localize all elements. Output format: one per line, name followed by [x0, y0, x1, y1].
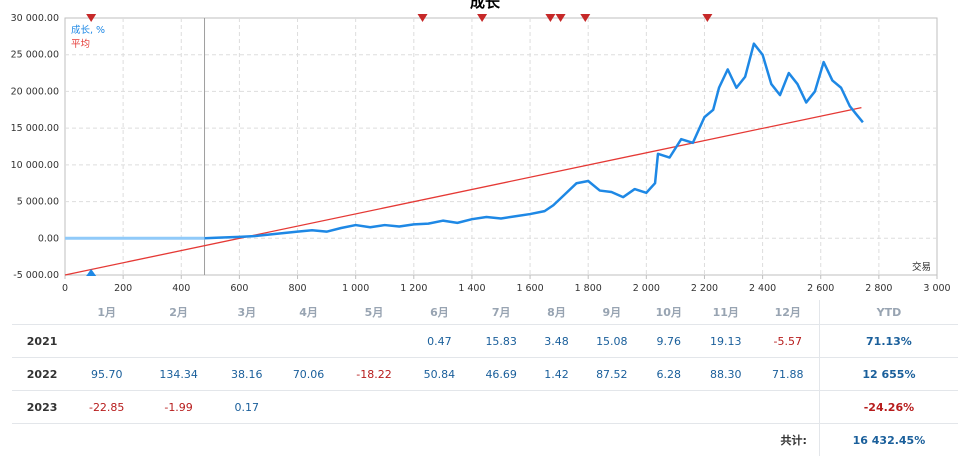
month-value-cell: 46.69 — [470, 358, 532, 391]
x-axis-label: 交易 — [912, 261, 931, 273]
month-value-cell — [581, 391, 643, 424]
month-value-cell — [278, 391, 340, 424]
month-value-cell — [532, 391, 581, 424]
month-header: 9月 — [581, 300, 643, 325]
ytd-header: YTD — [819, 300, 958, 325]
month-value-cell — [216, 325, 278, 358]
month-value-cell: -18.22 — [339, 358, 408, 391]
month-value-cell: -5.57 — [757, 325, 820, 358]
x-tick-label: 2 800 — [865, 283, 892, 294]
month-value-cell: 134.34 — [141, 358, 216, 391]
y-tick-label: 15 000.00 — [11, 123, 59, 134]
month-value-cell: 3.48 — [532, 325, 581, 358]
month-value-cell — [470, 391, 532, 424]
month-header: 3月 — [216, 300, 278, 325]
x-tick-label: 2 000 — [633, 283, 660, 294]
y-tick-label: 25 000.00 — [11, 50, 59, 61]
month-value-cell: 15.83 — [470, 325, 532, 358]
y-tick-label: -5 000.00 — [13, 270, 59, 281]
ytd-cell: -24.26% — [819, 391, 958, 424]
month-header: 1月 — [72, 300, 141, 325]
chart-title: 成长 — [470, 0, 501, 11]
y-tick-label: 30 000.00 — [11, 13, 59, 24]
total-row: 共计:16 432.45% — [12, 424, 958, 456]
month-value-cell: 0.47 — [409, 325, 471, 358]
plot-area — [65, 18, 937, 275]
month-header: 10月 — [643, 300, 695, 325]
y-tick-label: 20 000.00 — [11, 86, 59, 97]
x-tick-label: 3 000 — [923, 283, 950, 294]
month-value-cell: 0.17 — [216, 391, 278, 424]
x-tick-label: 1 400 — [458, 283, 485, 294]
x-tick-label: 200 — [114, 283, 132, 294]
ytd-cell: 71.13% — [819, 325, 958, 358]
y-axis-ticks: -5 000.00 0.00 5 000.00 10 000.00 15 000.00 2… — [11, 13, 59, 281]
month-value-cell: 88.30 — [695, 358, 757, 391]
x-tick-label: 0 — [62, 283, 68, 294]
month-value-cell: -22.85 — [72, 391, 141, 424]
year-cell: 2022 — [12, 358, 72, 391]
month-value-cell — [409, 391, 471, 424]
ytd-cell: 12 655% — [819, 358, 958, 391]
month-value-cell: 15.08 — [581, 325, 643, 358]
month-value-cell — [339, 391, 408, 424]
month-value-cell — [141, 325, 216, 358]
x-tick-label: 1 600 — [516, 283, 543, 294]
month-header: 8月 — [532, 300, 581, 325]
y-tick-label: 5 000.00 — [17, 197, 59, 208]
month-value-cell: 71.88 — [757, 358, 820, 391]
y-tick-label: 10 000.00 — [11, 160, 59, 171]
year-cell: 2023 — [12, 391, 72, 424]
x-tick-label: 2 400 — [749, 283, 776, 294]
month-value-cell — [278, 325, 340, 358]
month-value-cell: 50.84 — [409, 358, 471, 391]
month-value-cell: 6.28 — [643, 358, 695, 391]
x-tick-label: 1 800 — [575, 283, 602, 294]
x-tick-label: 600 — [230, 283, 248, 294]
x-axis-ticks: 0 200 400 600 800 1 000 1 200 1 400 1 600 1 800 2 … — [62, 275, 951, 294]
legend-growth: 成长, % — [71, 24, 105, 36]
x-tick-label: 2 200 — [691, 283, 718, 294]
month-value-cell: 95.70 — [72, 358, 141, 391]
x-tick-label: 1 000 — [342, 283, 369, 294]
legend-average: 平均 — [71, 38, 90, 50]
total-label: 共计: — [12, 424, 819, 456]
month-value-cell — [643, 391, 695, 424]
month-value-cell: -1.99 — [141, 391, 216, 424]
month-value-cell: 87.52 — [581, 358, 643, 391]
growth-chart: 成长 -5 000.00 0.00 5 000.00 10 000.00 15 000.… — [0, 0, 972, 300]
month-header: 12月 — [757, 300, 820, 325]
month-header: 5月 — [339, 300, 408, 325]
month-header: 11月 — [695, 300, 757, 325]
year-column-header — [12, 300, 72, 325]
y-tick-label: 0.00 — [38, 233, 59, 244]
month-value-cell: 1.42 — [532, 358, 581, 391]
x-tick-label: 400 — [172, 283, 190, 294]
month-value-cell — [695, 391, 757, 424]
month-header: 4月 — [278, 300, 340, 325]
month-value-cell: 38.16 — [216, 358, 278, 391]
month-value-cell — [339, 325, 408, 358]
month-value-cell — [757, 391, 820, 424]
month-value-cell: 19.13 — [695, 325, 757, 358]
month-header: 6月 — [409, 300, 471, 325]
month-value-cell — [72, 325, 141, 358]
month-value-cell: 9.76 — [643, 325, 695, 358]
year-cell: 2021 — [12, 325, 72, 358]
x-tick-label: 2 600 — [807, 283, 834, 294]
month-header: 2月 — [141, 300, 216, 325]
x-tick-label: 1 200 — [400, 283, 427, 294]
total-value: 16 432.45% — [819, 424, 958, 456]
month-value-cell: 70.06 — [278, 358, 340, 391]
month-header: 7月 — [470, 300, 532, 325]
x-tick-label: 800 — [288, 283, 306, 294]
